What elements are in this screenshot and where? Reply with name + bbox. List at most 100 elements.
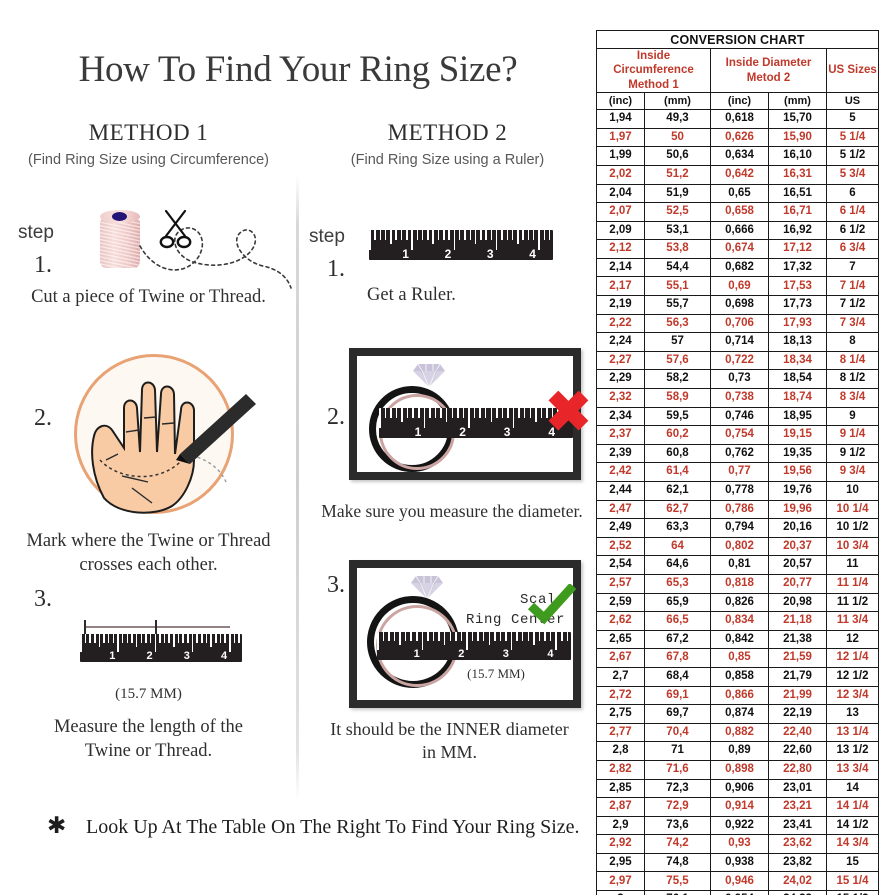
ruler-label: 1 [109,649,116,662]
ruler-tick [538,632,541,642]
ruler-tick [516,632,518,642]
ruler-tick [510,632,513,651]
table-cell: 0,698 [710,295,769,315]
table-cell: 19,96 [768,499,827,520]
table-cell: 2,19 [596,295,645,315]
ruler-label: 4 [547,647,554,660]
ruler-tick [388,632,390,642]
table-cell: 12 1/4 [826,648,879,668]
table-cell: 2,17 [596,276,645,297]
table-cell: 0,786 [710,499,769,520]
method-1-step-word: step [18,222,54,243]
ruler-tick [501,230,503,240]
table-cell: 10 [826,481,879,501]
table-cell: 61,4 [644,462,711,482]
table-cell: 10 3/4 [826,536,879,557]
group-line1: Inside Circumference [613,50,694,77]
table-row: 2,82 71,6 0,898 22,80 13 3/4 [596,759,879,780]
table-cell: 1,97 [596,127,645,148]
ruler-tick [523,408,526,418]
table-cell: 0,81 [710,555,769,575]
ruler-tick [466,632,468,651]
table-cell: 8 1/2 [826,369,879,390]
ruler-tick [140,634,142,644]
table-cell: 21,79 [768,666,827,687]
ruler-tick [390,230,392,244]
ruler-tick [416,230,419,240]
ruler-label: 4 [529,247,536,260]
ruler-tick [512,408,515,428]
ruler-tick [427,632,429,642]
table-cell: 57,6 [644,350,711,371]
table-cell: 18,34 [768,350,827,371]
table-row: 2,8 71 0,89 22,60 13 1/2 [596,741,879,761]
table-row: 2,12 53,8 0,674 17,12 6 3/4 [596,239,879,259]
table-cell: 23,41 [768,815,827,836]
ruler-tick [182,634,184,644]
ruler-tick [131,634,133,644]
table-cell: 74,8 [644,852,711,873]
ruler-tick [434,408,437,418]
ruler-tick [471,632,474,642]
table-cell: 2,44 [596,481,645,501]
ruler-tick [377,632,379,651]
ruler-illustration-1: 1 2 3 4 [80,634,242,662]
table-cell: 0,906 [710,778,769,799]
table-cell: 49,3 [644,109,711,129]
table-cell: 0,882 [710,722,769,743]
table-cell: 1,94 [596,109,645,129]
table-cell: 5 1/2 [826,146,879,166]
table-cell: 60,2 [644,425,711,445]
table-cell: 15,90 [768,127,827,148]
table-cell: 9 [826,406,879,427]
method-1-step-2-line1: Mark where the Twine or Thread [26,531,271,551]
ruler-tick [224,634,226,644]
ruler-tick [393,632,396,642]
table-cell: 73,6 [644,815,711,836]
table-head: CONVERSION CHART Inside Circumference Met… [596,30,879,111]
ruler-tick [535,408,537,422]
conversion-table-panel: CONVERSION CHART Inside Circumference Met… [596,30,882,895]
table-cell: 21,99 [768,685,827,706]
ruler-label: 2 [444,247,452,260]
ruler-illustration-2: 1 2 3 4 [369,230,553,260]
table-unit-header-row: (inc) (mm) (inc) (mm) US [596,92,879,111]
table-cell: 13 1/2 [826,741,879,761]
ruler-tick [416,632,418,642]
table-cell: 20,98 [768,592,827,613]
table-cell: 75,5 [644,871,711,892]
table-row: 2,34 59,5 0,746 18,95 9 [596,406,879,427]
table-cell: 13 1/4 [826,722,879,743]
table-cell: 50 [644,127,711,148]
table-row: 2,49 63,3 0,794 20,16 10 1/2 [596,518,879,538]
ruler-tick [490,408,492,422]
table-cell: 0,682 [710,257,769,278]
table-row: 2,47 62,7 0,786 19,96 10 1/4 [596,499,879,520]
ruler-tick [406,408,409,418]
ruler-tick [546,408,548,418]
table-cell: 19,15 [768,425,827,445]
ruler-tick [238,634,240,644]
table-row: 2,52 64 0,802 20,37 10 3/4 [596,536,879,557]
method-1-step-1-number: 1. [34,252,52,278]
ruler-tick [527,632,529,642]
method-2-mm-note: (15.7 MM) [467,666,525,681]
ruler-tick [379,230,382,240]
table-cell: 0,802 [710,536,769,557]
ruler-tick [484,408,487,418]
table-cell: 16,71 [768,202,827,222]
ruler-tick [205,634,208,644]
ruler-label: 4 [220,649,228,662]
table-cell: 2,22 [596,313,645,334]
ruler-tick [432,632,435,642]
table-cell: 2,37 [596,425,645,445]
table-cell: 23,21 [768,797,827,817]
table-cell: 15 1/2 [826,890,879,895]
twine-spool-hole [112,212,127,221]
table-cell: 64,6 [644,555,711,575]
table-cell: 2,82 [596,759,645,780]
ruler-tick [201,634,203,644]
ruler-tick [532,230,535,240]
table-unit-header-3: (mm) [768,92,827,111]
table-cell: 14 1/2 [826,815,879,836]
